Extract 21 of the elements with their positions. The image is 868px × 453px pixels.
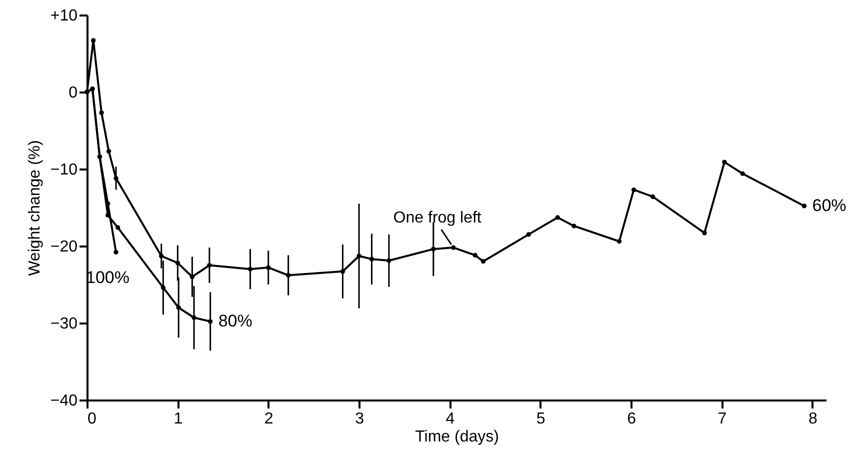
- x-tick-label: 4: [446, 410, 455, 428]
- x-tick-label: 1: [174, 410, 183, 428]
- y-tick-label: −40: [50, 392, 78, 410]
- series-label: 100%: [86, 268, 130, 288]
- y-tick-label: −20: [50, 238, 78, 256]
- x-axis-title: Time (days): [415, 428, 499, 446]
- y-tick-label: −30: [50, 316, 78, 332]
- x-tick-label: 6: [627, 410, 636, 428]
- x-tick-label: 3: [355, 410, 364, 428]
- y-tick-label: 0: [68, 84, 78, 102]
- x-tick-label: 2: [264, 410, 274, 428]
- x-tick-label: 5: [536, 410, 546, 428]
- y-tick-label: +10: [50, 8, 78, 24]
- y-tick-label: −10: [50, 162, 78, 178]
- x-tick-label: 8: [808, 410, 818, 428]
- series-label: 80%: [218, 311, 252, 330]
- x-tick-label: 7: [718, 410, 727, 428]
- annotation: One frog left: [393, 210, 482, 227]
- x-tick-label: 0: [88, 410, 96, 428]
- series-label: 60%: [812, 196, 846, 215]
- y-axis-title: Weight change (%): [26, 140, 44, 276]
